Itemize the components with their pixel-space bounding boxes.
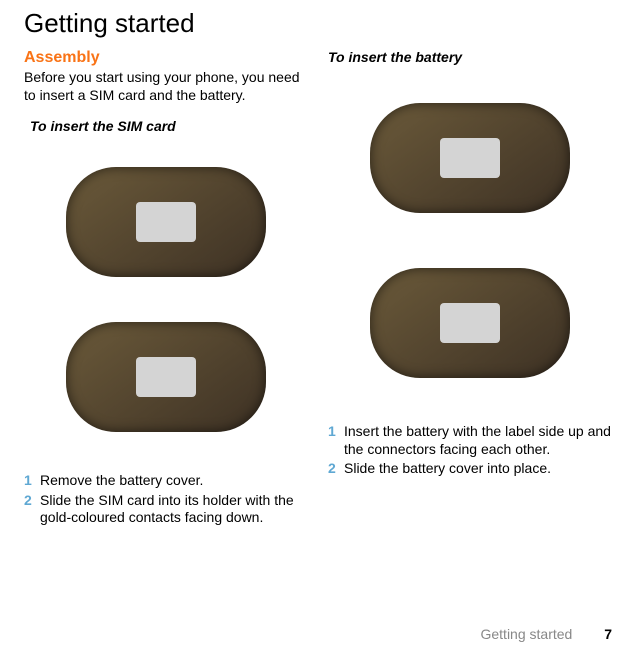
phone-diagram-top [370,103,570,213]
step-text: Insert the battery with the label side u… [344,423,612,458]
right-column: To insert the battery 1 Insert the batte… [328,49,612,529]
left-column: Assembly Before you start using your pho… [24,49,308,529]
battery-steps-list: 1 Insert the battery with the label side… [328,423,612,478]
list-item: 1 Remove the battery cover. [24,472,308,490]
assembly-heading: Assembly [24,49,308,67]
step-text: Slide the SIM card into its holder with … [40,492,308,527]
battery-illustration [350,75,590,405]
page-footer: Getting started 7 [480,626,612,642]
phone-diagram-bottom [66,322,266,432]
step-text: Slide the battery cover into place. [344,460,612,478]
list-item: 2 Slide the battery cover into place. [328,460,612,478]
list-item: 2 Slide the SIM card into its holder wit… [24,492,308,527]
footer-label: Getting started [480,626,572,642]
step-text: Remove the battery cover. [40,472,308,490]
page-title: Getting started [24,8,612,39]
phone-diagram-top [66,167,266,277]
step-number: 1 [24,472,40,490]
intro-paragraph: Before you start using your phone, you n… [24,69,308,104]
battery-subheading: To insert the battery [328,49,612,65]
sim-illustration [46,144,286,454]
step-number: 2 [328,460,344,478]
step-number: 1 [328,423,344,458]
list-item: 1 Insert the battery with the label side… [328,423,612,458]
sim-subheading: To insert the SIM card [30,118,308,134]
content-columns: Assembly Before you start using your pho… [24,49,612,529]
phone-diagram-bottom [370,268,570,378]
page-number: 7 [604,626,612,642]
step-number: 2 [24,492,40,527]
sim-steps-list: 1 Remove the battery cover. 2 Slide the … [24,472,308,527]
